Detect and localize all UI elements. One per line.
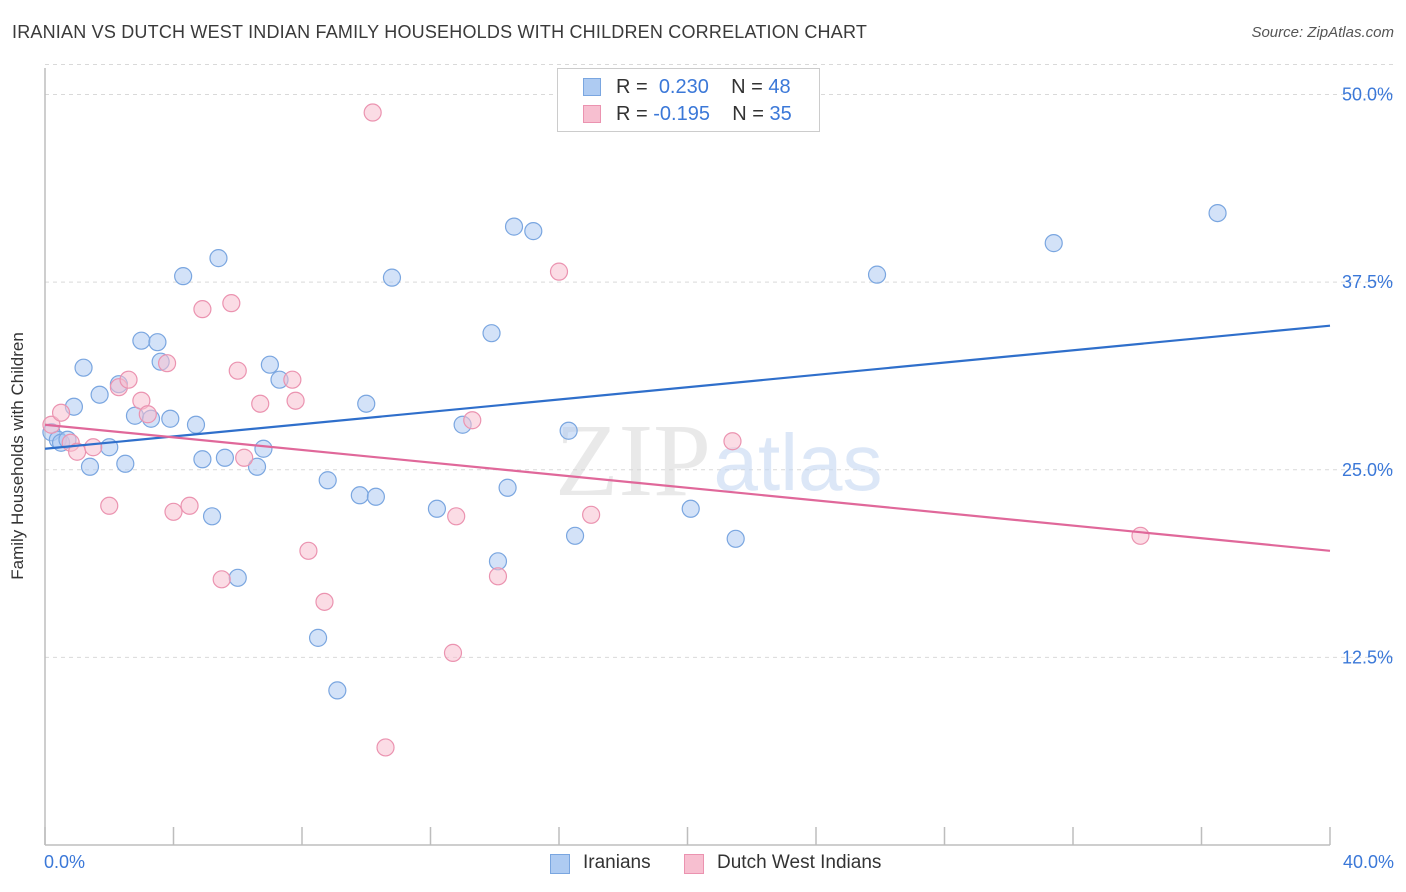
trend-line-iranians (44, 324, 1331, 450)
y-tick-label: 12.5% (1342, 647, 1393, 667)
iranians-point (1044, 234, 1063, 253)
iranians-point (202, 507, 222, 526)
dutch-west-indians-point (119, 370, 138, 389)
axes (44, 68, 1331, 846)
iranians-point (357, 394, 376, 413)
dutch-west-indians-point (138, 405, 157, 424)
iranians-point (116, 454, 135, 473)
iranians-point (260, 355, 279, 374)
iranians-point (498, 478, 517, 497)
dutch-west-indians-point (488, 567, 508, 586)
iranians-point (504, 217, 524, 236)
y-axis-label: Family Households with Children (8, 332, 27, 580)
source-credit: Source: ZipAtlas.com (1251, 24, 1394, 41)
dutch-west-indians-point (222, 294, 241, 313)
dutch-west-indians-point (228, 361, 247, 380)
y-tick-label: 25.0% (1342, 460, 1393, 480)
legend-swatch-iranians (583, 78, 601, 96)
iranians-point (90, 385, 109, 404)
dutch-west-indians-point (723, 432, 742, 451)
x-tick-label-min: 0.0% (44, 852, 86, 872)
dutch-west-indians-point (193, 300, 212, 319)
dutch-west-indians-point (376, 738, 395, 757)
iranians-point (247, 457, 267, 476)
trend-lines (44, 324, 1331, 552)
gridlines (45, 64, 1393, 658)
dutch-west-indians-point (463, 411, 482, 430)
legend-n-value: 48 (768, 76, 791, 98)
iranians-point (186, 415, 206, 434)
iranians-point (74, 358, 93, 377)
x-tick-label-max: 40.0% (1342, 852, 1394, 872)
iranians-point (161, 409, 180, 428)
dutch-west-indians-point (443, 643, 463, 662)
y-tick-label: 50.0% (1342, 85, 1393, 105)
iranians-point (228, 568, 247, 587)
y-tick-label: 37.5% (1342, 272, 1393, 292)
iranians-point (308, 628, 328, 647)
dutch-west-indians-point (100, 496, 119, 515)
iranians-point (80, 457, 100, 476)
dutch-west-indians-point (286, 391, 305, 410)
legend-n-label: N = (731, 76, 763, 98)
dutch-west-indians-point (235, 448, 254, 467)
dutch-west-indians-point (549, 262, 569, 281)
dutch-west-indians-point (157, 354, 177, 373)
dutch-west-indians-point (84, 438, 103, 457)
bottom-legend-label-dutch: Dutch West Indians (717, 852, 882, 873)
iranians-point (132, 331, 151, 350)
dutch-west-indians-point (299, 541, 318, 560)
iranians-point (1208, 203, 1227, 223)
legend-n-label: N = (732, 103, 764, 125)
iranians-point (148, 333, 167, 352)
y-tick-labels: 12.5% 25.0% 37.5% 50.0% (1342, 85, 1393, 668)
iranians-point (867, 265, 887, 284)
dutch-west-indians-point (1131, 526, 1150, 545)
dutch-west-indians-point (180, 496, 199, 515)
iranians-point (565, 526, 585, 545)
iranians-point (328, 681, 347, 700)
iranians-point (366, 487, 385, 506)
iranians-point (174, 267, 193, 286)
dutch-west-indians-point (363, 103, 382, 122)
watermark-zip: ZIP (555, 403, 711, 518)
dutch-west-indians-point (164, 502, 183, 521)
iranians-point (209, 249, 228, 268)
legend-r-value: -0.195 (653, 103, 710, 125)
dutch-west-indians-point (51, 403, 71, 422)
iranians-point (482, 324, 501, 343)
dutch-west-indians-point (447, 507, 466, 526)
iranians-point (427, 499, 447, 518)
iranians-point (681, 499, 700, 518)
legend-n-value: 35 (769, 103, 792, 125)
series-dutch-west-indians (42, 103, 1150, 757)
iranians-point (254, 439, 273, 458)
dutch-west-indians-point (315, 592, 334, 611)
dutch-west-indians-point (212, 570, 231, 589)
iranians-point (726, 529, 745, 548)
iranians-point (215, 448, 234, 467)
bottom-legend-swatch-dutch (684, 854, 704, 874)
dutch-west-indians-point (582, 505, 601, 524)
iranians-point (193, 450, 212, 469)
dutch-west-indians-point (283, 370, 302, 389)
legend-r-label: R = (616, 76, 648, 98)
iranians-point (382, 268, 402, 287)
bottom-legend-label-iranians: Iranians (583, 852, 651, 873)
legend-r-label: R = (616, 103, 648, 125)
iranians-point (559, 421, 578, 440)
trend-line-dutch-west-indians (44, 423, 1331, 552)
legend-swatch-dutch (583, 105, 601, 123)
correlation-legend: R = 0.230 N = 48 R = -0.195 N = 35 (557, 68, 820, 132)
chart-title: IRANIAN VS DUTCH WEST INDIAN FAMILY HOUS… (12, 22, 868, 42)
dutch-west-indians-point (251, 394, 270, 413)
iranians-point (524, 222, 543, 241)
iranians-point (318, 471, 337, 490)
legend-r-value: 0.230 (658, 76, 709, 98)
iranians-point (350, 486, 369, 505)
bottom-legend-swatch-iranians (550, 854, 570, 874)
